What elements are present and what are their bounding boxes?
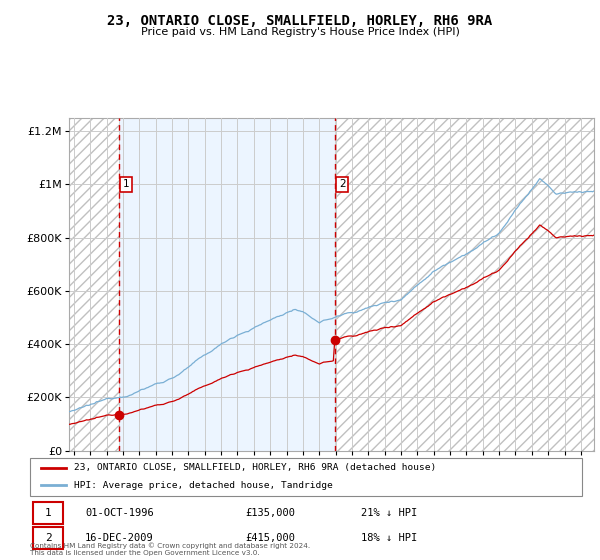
Text: 2: 2 [339,179,346,189]
Text: 01-OCT-1996: 01-OCT-1996 [85,508,154,518]
Bar [335,118,594,451]
FancyBboxPatch shape [30,458,582,496]
Text: 16-DEC-2009: 16-DEC-2009 [85,533,154,543]
Text: 21% ↓ HPI: 21% ↓ HPI [361,508,418,518]
Text: 2: 2 [45,533,52,543]
Text: 23, ONTARIO CLOSE, SMALLFIELD, HORLEY, RH6 9RA (detached house): 23, ONTARIO CLOSE, SMALLFIELD, HORLEY, R… [74,463,436,472]
Bar [69,118,119,451]
Text: 23, ONTARIO CLOSE, SMALLFIELD, HORLEY, RH6 9RA: 23, ONTARIO CLOSE, SMALLFIELD, HORLEY, R… [107,14,493,28]
Text: HPI: Average price, detached house, Tandridge: HPI: Average price, detached house, Tand… [74,481,333,490]
Text: Price paid vs. HM Land Registry's House Price Index (HPI): Price paid vs. HM Land Registry's House … [140,27,460,37]
Text: 1: 1 [123,179,130,189]
Bar [335,118,594,451]
Text: 18% ↓ HPI: 18% ↓ HPI [361,533,418,543]
Bar [119,118,335,451]
Text: £135,000: £135,000 [245,508,295,518]
FancyBboxPatch shape [33,502,63,524]
Text: £415,000: £415,000 [245,533,295,543]
Bar [69,118,119,451]
FancyBboxPatch shape [33,527,63,548]
Text: 1: 1 [45,508,52,518]
Text: Contains HM Land Registry data © Crown copyright and database right 2024.
This d: Contains HM Land Registry data © Crown c… [30,542,310,556]
